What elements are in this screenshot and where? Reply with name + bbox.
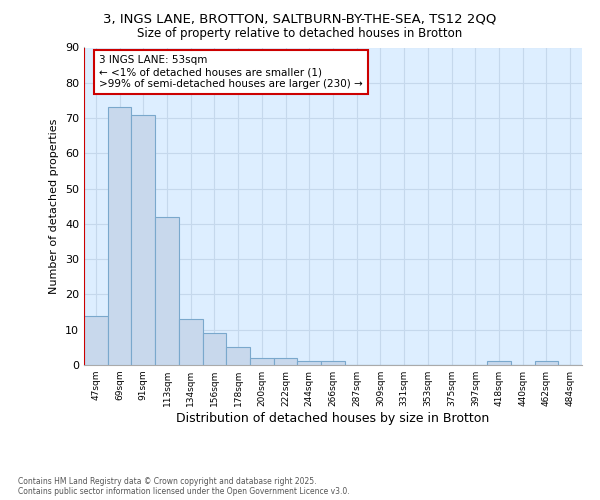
- Bar: [535, 362, 558, 365]
- X-axis label: Distribution of detached houses by size in Brotton: Distribution of detached houses by size …: [176, 412, 490, 425]
- Bar: [250, 358, 274, 365]
- Text: 3 INGS LANE: 53sqm
← <1% of detached houses are smaller (1)
>99% of semi-detache: 3 INGS LANE: 53sqm ← <1% of detached hou…: [99, 56, 362, 88]
- Bar: [321, 362, 345, 365]
- Bar: [203, 333, 226, 365]
- Bar: [131, 114, 155, 365]
- Y-axis label: Number of detached properties: Number of detached properties: [49, 118, 59, 294]
- Bar: [298, 362, 321, 365]
- Bar: [226, 348, 250, 365]
- Text: 3, INGS LANE, BROTTON, SALTBURN-BY-THE-SEA, TS12 2QQ: 3, INGS LANE, BROTTON, SALTBURN-BY-THE-S…: [103, 12, 497, 26]
- Text: Contains HM Land Registry data © Crown copyright and database right 2025.
Contai: Contains HM Land Registry data © Crown c…: [18, 476, 350, 496]
- Bar: [487, 362, 511, 365]
- Bar: [274, 358, 298, 365]
- Bar: [155, 217, 179, 365]
- Bar: [84, 316, 108, 365]
- Bar: [179, 319, 203, 365]
- Bar: [108, 108, 131, 365]
- Text: Size of property relative to detached houses in Brotton: Size of property relative to detached ho…: [137, 28, 463, 40]
